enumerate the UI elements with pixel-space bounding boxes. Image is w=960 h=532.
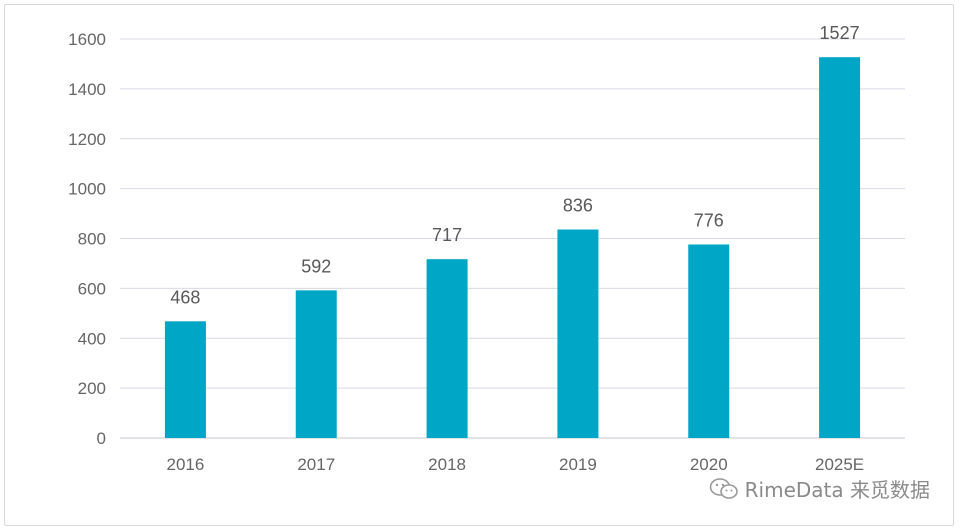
- data-label: 836: [563, 196, 593, 216]
- y-tick-label: 0: [97, 429, 106, 448]
- y-tick-label: 400: [78, 329, 106, 348]
- y-tick-label: 200: [78, 379, 106, 398]
- x-tick-label: 2025E: [815, 455, 864, 474]
- data-label: 1527: [820, 23, 860, 43]
- data-label: 717: [432, 225, 462, 245]
- bar: [819, 57, 861, 438]
- data-label: 776: [694, 210, 724, 230]
- bar: [557, 229, 599, 438]
- y-tick-label: 1400: [68, 80, 106, 99]
- data-label: 592: [301, 256, 331, 276]
- y-axis-ticks: 0 200 400 600 800 1000 1200 1400 1600: [68, 30, 106, 448]
- y-tick-label: 1600: [68, 30, 106, 49]
- data-label: 468: [170, 287, 200, 307]
- y-tick-label: 800: [78, 230, 106, 249]
- x-tick-label: 2018: [428, 455, 466, 474]
- y-tick-label: 1200: [68, 130, 106, 149]
- y-tick-label: 1000: [68, 180, 106, 199]
- bar: [688, 244, 730, 438]
- watermark: RimeData 来觅数据: [709, 474, 930, 503]
- x-tick-label: 2017: [297, 455, 335, 474]
- x-tick-label: 2020: [690, 455, 728, 474]
- wechat-icon: [709, 477, 738, 499]
- y-tick-label: 600: [78, 279, 106, 298]
- x-tick-label: 2019: [559, 455, 597, 474]
- x-axis-ticks: 2016 2017 2018 2019 2020 2025E: [167, 455, 865, 474]
- watermark-text: RimeData 来觅数据: [744, 478, 930, 502]
- x-tick-label: 2016: [167, 455, 205, 474]
- data-labels: 468 592 717 836 776 1527: [170, 23, 859, 307]
- bar: [295, 290, 337, 438]
- bars: [164, 57, 861, 438]
- bar: [164, 321, 206, 438]
- bar: [426, 259, 468, 438]
- chart-frame: [4, 4, 954, 526]
- gridlines: [120, 38, 905, 439]
